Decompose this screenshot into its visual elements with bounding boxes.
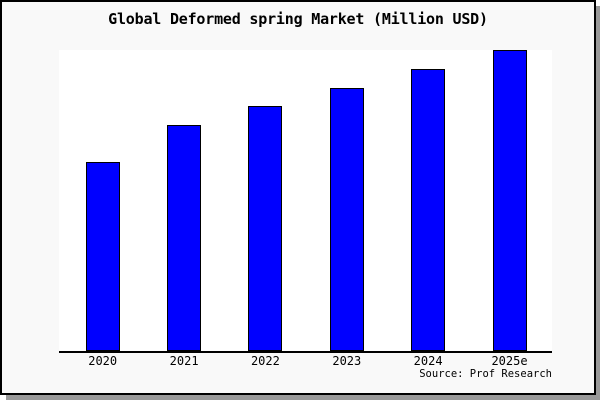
x-tick-label-2020: 2020 — [88, 354, 118, 368]
bar-2022 — [248, 106, 283, 351]
x-axis-labels: 2020 2021 2022 2023 2024 2025e — [59, 354, 552, 370]
x-tick-label-2021: 2021 — [169, 354, 199, 368]
x-tick-label-2023: 2023 — [332, 354, 362, 368]
bar-2025e — [492, 50, 527, 351]
bar-2020 — [85, 162, 120, 351]
bar-2024 — [411, 69, 446, 351]
x-tick-label-2025e: 2025e — [491, 354, 528, 368]
x-tick-label-2022: 2022 — [250, 354, 280, 368]
plot-area — [59, 50, 552, 353]
x-tick-label-2024: 2024 — [413, 354, 443, 368]
bar-2021 — [167, 125, 202, 351]
chart-title: Global Deformed spring Market (Million U… — [108, 10, 488, 28]
source-label: Source: Prof Research — [419, 368, 552, 380]
bar-2023 — [329, 88, 364, 351]
